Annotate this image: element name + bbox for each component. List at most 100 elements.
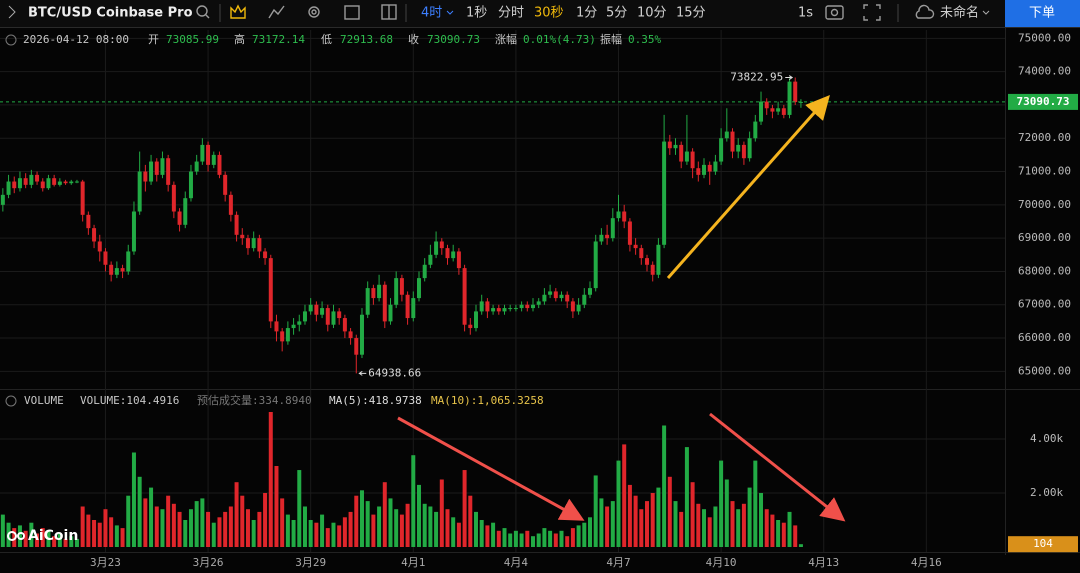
volume-bar	[724, 479, 729, 547]
candle-body	[377, 284, 382, 299]
candle-body	[29, 174, 34, 185]
interval[interactable]: 10分	[637, 6, 667, 21]
volume-bar	[92, 520, 97, 547]
candle-body	[103, 251, 108, 265]
volume-bar	[183, 520, 188, 547]
volume-bar	[223, 511, 228, 547]
layout-name[interactable]: 未命名	[940, 5, 979, 21]
volume-bar	[348, 511, 353, 547]
low-label: 低	[321, 33, 332, 46]
volume-value: 104.4916	[126, 394, 179, 407]
candle-body	[422, 264, 427, 279]
candle-body	[268, 258, 273, 322]
volume-bar	[473, 511, 478, 547]
candle-body	[337, 311, 342, 319]
candle-body	[263, 251, 268, 259]
volume-bar	[154, 506, 159, 547]
candle-body	[234, 214, 239, 235]
candle-body	[793, 81, 798, 103]
volume-bar	[399, 514, 404, 547]
volume-bar	[211, 522, 216, 547]
y-tick-label: 75000.00	[1018, 31, 1071, 44]
volume-bar	[35, 533, 40, 547]
favorite-icon[interactable]	[230, 4, 246, 19]
volume-bar	[251, 520, 256, 547]
cloud-icon[interactable]	[915, 4, 935, 19]
camera-icon[interactable]	[825, 5, 844, 20]
candle-body	[667, 141, 672, 149]
interval[interactable]: 1秒	[466, 6, 487, 21]
volume-collapse-icon[interactable]	[5, 395, 17, 407]
y-tick-label: 70000.00	[1018, 198, 1071, 211]
volume-bar	[12, 528, 17, 547]
volume-bar	[200, 498, 205, 547]
interval[interactable]: 分时	[498, 6, 524, 21]
y-tick-label: 69000.00	[1018, 231, 1071, 244]
fullscreen-icon[interactable]	[863, 4, 881, 21]
min-label: 64938.66	[368, 366, 421, 379]
order-button-bg[interactable]	[1005, 0, 1080, 27]
volume-bar	[371, 514, 376, 547]
candle-body	[456, 251, 461, 269]
change-value: 0.01%(4.73)	[523, 33, 596, 46]
volume-bar	[434, 511, 439, 547]
interval[interactable]: 5分	[606, 6, 627, 21]
interval[interactable]: 1分	[576, 6, 597, 21]
volume-bar	[188, 509, 193, 547]
interval[interactable]: 15分	[676, 6, 706, 21]
volume-bar	[536, 533, 541, 547]
volume-bar	[245, 509, 250, 547]
x-tick-label: 4月7	[606, 556, 630, 569]
volume-bar	[781, 522, 786, 547]
candle-body	[479, 301, 484, 312]
candle-body	[741, 144, 746, 159]
volume-bar	[787, 511, 792, 547]
volume-arrow-1	[397, 416, 585, 521]
volume-bar	[542, 528, 547, 547]
settings-icon[interactable]	[308, 6, 320, 18]
candle-body	[359, 314, 364, 355]
volume-bar	[508, 533, 513, 547]
volume-bar	[280, 498, 285, 547]
volume-bar	[656, 487, 661, 547]
candle-body	[673, 144, 678, 149]
volume-bar	[166, 495, 171, 547]
interval[interactable]: 30秒	[534, 6, 564, 21]
candle-body	[616, 211, 621, 219]
speed[interactable]: 1s	[798, 6, 813, 21]
candle-body	[770, 108, 775, 112]
x-tick-label: 3月26	[193, 556, 224, 569]
template-icon[interactable]	[344, 5, 360, 20]
last-volume-box	[1008, 536, 1078, 553]
candle-body	[502, 308, 507, 312]
y-tick-label: 71000.00	[1018, 165, 1071, 178]
volume-bar	[337, 525, 342, 547]
candle-body	[405, 294, 410, 319]
candle-body	[411, 298, 416, 319]
symbol[interactable]: BTC/USD Coinbase Pro	[28, 6, 193, 21]
order-button[interactable]: 下单	[1029, 6, 1055, 21]
volume-bar	[171, 503, 176, 547]
volume-bar	[582, 522, 587, 547]
candle-body	[679, 144, 684, 162]
candle-body	[177, 211, 182, 225]
volume-bar	[114, 525, 119, 547]
volume-bar	[599, 498, 604, 547]
volume-bar	[80, 506, 85, 547]
volume-bar	[696, 503, 701, 547]
indicator-icon[interactable]	[268, 5, 285, 19]
period[interactable]: 4时	[421, 6, 442, 21]
candle-body	[707, 164, 712, 172]
toolbar-icons	[196, 4, 935, 22]
max-label: 73822.95	[730, 71, 783, 84]
candle-body	[451, 251, 456, 259]
volume-bar	[650, 493, 655, 547]
volume-bar	[445, 509, 450, 547]
candle-body	[702, 164, 707, 175]
candle-body	[382, 284, 387, 322]
high-label: 高	[234, 32, 245, 46]
search-icon[interactable]	[196, 5, 208, 17]
volume-bar	[491, 522, 496, 547]
collapse-icon[interactable]	[5, 34, 17, 46]
back-icon[interactable]	[8, 5, 16, 19]
